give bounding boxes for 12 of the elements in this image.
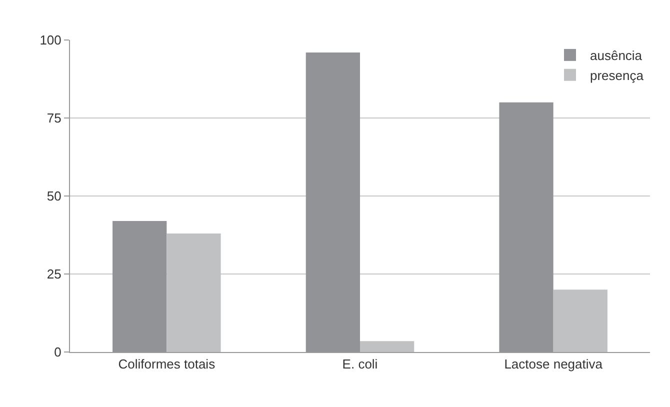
x-tick-label: E. coli	[342, 356, 378, 372]
bar	[553, 290, 608, 352]
y-tick-label: 0	[54, 344, 62, 360]
x-tick-label: Coliformes totais	[118, 356, 216, 372]
legend-label: presença	[590, 68, 644, 83]
y-tick-label: 75	[46, 110, 62, 126]
x-tick-label: Lactose negativa	[504, 356, 604, 372]
y-tick-label: 25	[46, 266, 62, 282]
y-tick-label: 50	[46, 188, 62, 204]
legend-label: ausência	[590, 48, 643, 64]
y-tick-label: 100	[40, 32, 62, 48]
bar	[360, 341, 414, 352]
